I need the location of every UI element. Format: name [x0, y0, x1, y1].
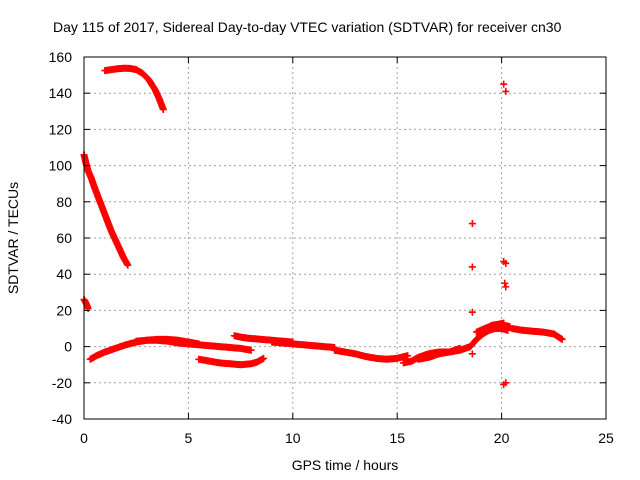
data-point: [455, 345, 463, 353]
y-tick-label: -40: [52, 411, 72, 427]
data-point: [502, 87, 510, 95]
data-point: [557, 335, 565, 343]
x-tick-label: 15: [389, 430, 405, 446]
y-tick-label: 160: [49, 49, 73, 65]
y-tick-label: 20: [56, 302, 72, 318]
x-axis-label: GPS time / hours: [292, 457, 399, 473]
data-point: [468, 308, 476, 316]
y-axis-label: SDTVAR / TECUs: [5, 182, 21, 294]
data-point: [501, 279, 509, 287]
x-tick-label: 0: [80, 430, 88, 446]
data-point: [246, 346, 254, 354]
data-point: [468, 263, 476, 271]
y-tick-label: 60: [56, 230, 72, 246]
data-point: [259, 355, 267, 363]
x-tick-label: 5: [185, 430, 193, 446]
data-point: [402, 352, 410, 360]
data-point: [123, 260, 131, 268]
data-point: [84, 303, 92, 311]
data-point: [500, 80, 508, 88]
y-tick-label: 40: [56, 266, 72, 282]
data-point: [159, 104, 167, 112]
data-point: [502, 283, 510, 291]
chart-title: Day 115 of 2017, Sidereal Day-to-day VTE…: [53, 19, 562, 35]
data-point: [468, 350, 476, 358]
data-point: [502, 259, 510, 267]
data-points: [80, 64, 566, 389]
data-point: [468, 220, 476, 228]
x-tick-label: 20: [494, 430, 510, 446]
x-tick-label: 25: [598, 430, 614, 446]
data-point: [498, 319, 506, 327]
y-tick-label: -20: [52, 375, 72, 391]
y-tick-label: 0: [64, 339, 72, 355]
y-tick-label: 140: [49, 85, 73, 101]
y-tick-label: 100: [49, 158, 73, 174]
y-tick-label: 120: [49, 121, 73, 137]
grid-lines: [84, 57, 606, 419]
data-point: [502, 379, 510, 387]
x-tick-label: 10: [285, 430, 301, 446]
y-tick-label: 80: [56, 194, 72, 210]
axes: 0 5 10 15 20 25 -40 -20 0 20 40 60 80 100 120 140 160: [49, 49, 614, 446]
data-point: [194, 340, 202, 348]
